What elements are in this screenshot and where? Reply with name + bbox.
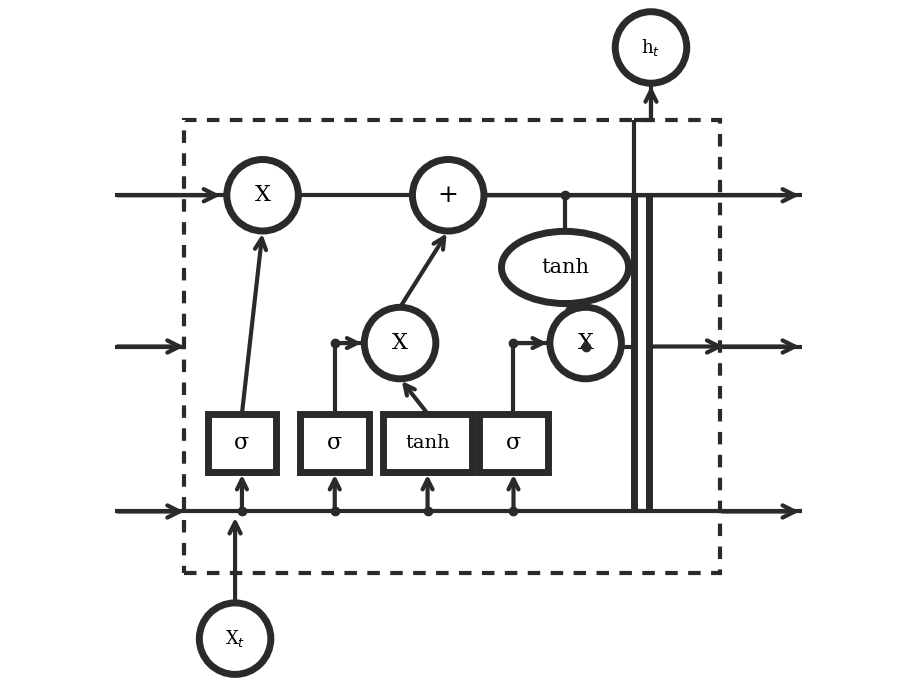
Text: X$_t$: X$_t$	[225, 628, 245, 649]
Bar	[383, 414, 472, 472]
Text: +: +	[437, 184, 458, 207]
Text: X: X	[578, 332, 593, 354]
Circle shape	[199, 603, 271, 674]
Bar	[183, 120, 720, 573]
Text: h$_t$: h$_t$	[641, 37, 660, 58]
Circle shape	[550, 307, 622, 379]
Bar	[479, 414, 547, 472]
Text: X: X	[392, 332, 408, 354]
Circle shape	[413, 159, 484, 231]
Ellipse shape	[502, 231, 629, 304]
Circle shape	[615, 12, 687, 83]
Text: σ: σ	[235, 432, 249, 454]
Bar	[301, 414, 370, 472]
Text: σ: σ	[327, 432, 342, 454]
Text: tanh: tanh	[541, 258, 589, 277]
Text: σ: σ	[506, 432, 521, 454]
Circle shape	[226, 159, 298, 231]
Circle shape	[364, 307, 436, 379]
Text: tanh: tanh	[405, 434, 450, 452]
Text: X: X	[255, 184, 271, 207]
Bar	[207, 414, 276, 472]
